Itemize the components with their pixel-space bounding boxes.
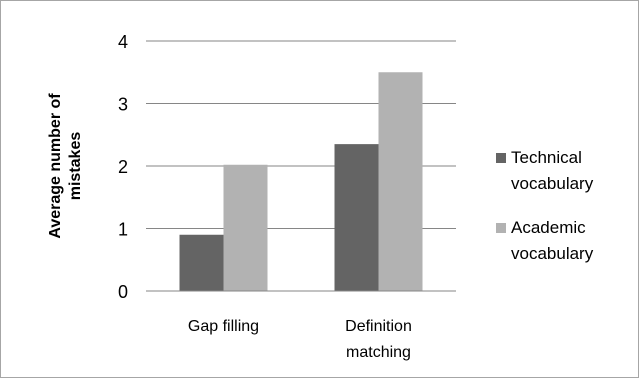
legend-swatch [496,153,506,163]
x-category-label-line: Definition [345,318,412,335]
legend-label-line: vocabulary [511,174,594,193]
bar [378,72,423,291]
y-tick-label: 3 [118,95,128,115]
x-category-label-line: matching [346,344,411,361]
x-category-labels: Gap filling Definition matching [188,318,412,361]
legend-label-line: vocabulary [511,244,594,263]
x-category-label-line: Gap filling [188,318,259,335]
legend-label-line: Technical [511,148,582,167]
bar [223,164,268,291]
bar [179,234,224,291]
legend-swatch [496,223,506,233]
y-tick-labels: 0 1 2 3 4 [118,32,128,302]
legend: Technical vocabulary Academic vocabulary [496,148,594,263]
y-axis-label-line: mistakes [67,132,84,201]
legend-label-line: Academic [511,218,586,237]
x-category-label: Definition matching [345,318,412,361]
y-tick-label: 1 [118,220,128,240]
bars [179,72,423,291]
x-category-label: Gap filling [188,318,259,335]
y-tick-label: 2 [118,157,128,177]
legend-label: Technical vocabulary [511,148,594,193]
y-tick-label: 4 [118,32,128,52]
y-axis-label: Average number of mistakes [47,93,84,239]
legend-label: Academic vocabulary [511,218,594,263]
bar [334,144,379,291]
y-axis-label-line: Average number of [47,93,64,239]
y-tick-label: 0 [118,282,128,302]
